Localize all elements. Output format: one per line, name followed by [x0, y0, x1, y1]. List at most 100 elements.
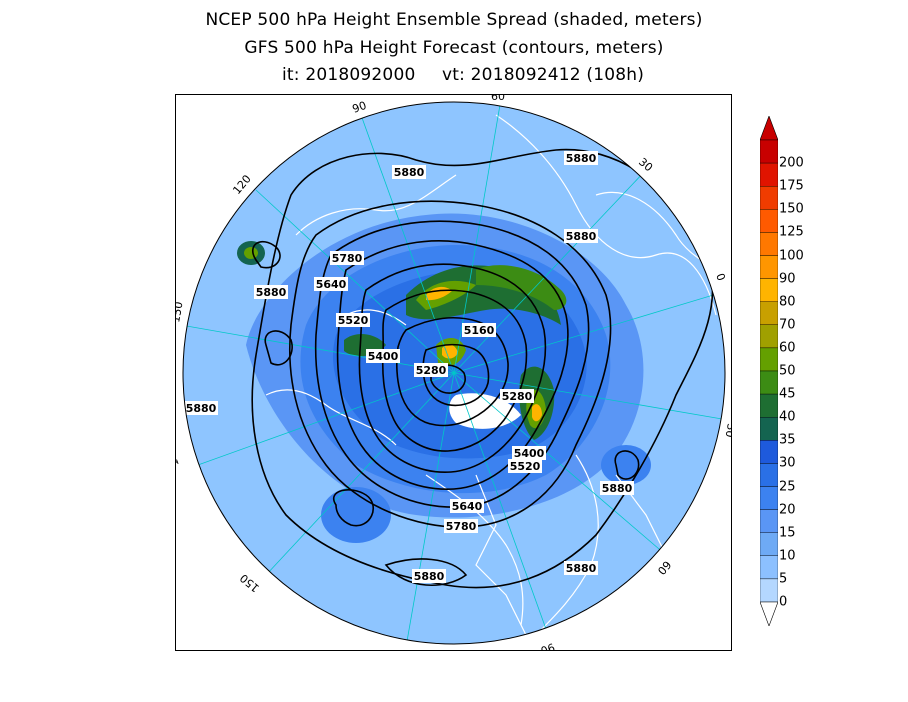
polar-map: 5880 5880 5880 5880 5880 5880 5880 5880 …	[176, 95, 732, 651]
colorbar-swatch	[760, 347, 778, 372]
colorbar-label: 80	[779, 294, 796, 310]
title-line-2: GFS 500 hPa Height Forecast (contours, m…	[244, 38, 664, 58]
colorbar-label: 125	[779, 224, 804, 240]
lon-label: 150	[176, 301, 186, 324]
colorbar-label: 60	[779, 340, 796, 356]
colorbar-label: 20	[779, 502, 796, 518]
lon-label: 120	[387, 648, 410, 651]
colorbar-swatch	[760, 162, 778, 187]
colorbar-label: 5	[779, 571, 788, 587]
contour-label: 5400	[366, 349, 400, 363]
contour-label: 5280	[414, 363, 448, 377]
svg-text:5160: 5160	[464, 324, 495, 337]
colorbar-top-arrow	[760, 116, 778, 141]
colorbar-label: 35	[779, 432, 796, 448]
contour-label-group: 5880 5880 5880 5880 5880 5880 5880 5880 …	[184, 151, 634, 583]
map-frame: 5880 5880 5880 5880 5880 5880 5880 5880 …	[175, 94, 732, 651]
colorbar-swatch	[760, 509, 778, 533]
contour-label: 5400	[512, 446, 546, 460]
colorbar-swatch	[760, 278, 778, 302]
svg-text:5400: 5400	[368, 350, 399, 363]
init-time: it: 2018092000	[282, 65, 416, 85]
contour-label: 5520	[336, 313, 370, 327]
graticule	[183, 102, 725, 644]
colorbar-label: 90	[779, 271, 796, 287]
svg-text:5400: 5400	[514, 447, 545, 460]
colorbar-swatch	[760, 393, 778, 418]
lon-label: 90	[351, 99, 369, 116]
colorbar-label: 175	[779, 178, 804, 194]
colorbar-label: 100	[779, 248, 804, 263]
contour-label: 5880	[392, 165, 426, 179]
svg-text:5520: 5520	[510, 460, 541, 473]
colorbar-bottom-arrow	[760, 601, 778, 626]
colorbar-swatch	[760, 232, 778, 256]
height-contours	[251, 148, 714, 589]
svg-text:5880: 5880	[256, 286, 287, 299]
svg-text:5880: 5880	[414, 570, 445, 583]
colorbar-label: 150	[779, 201, 804, 217]
contour-label: 5160	[462, 323, 496, 337]
colorbar-label: 200	[779, 155, 804, 171]
lon-label: 60	[655, 558, 674, 577]
colorbar-label: 40	[779, 409, 796, 425]
svg-text:5880: 5880	[566, 152, 597, 165]
colorbar-swatch	[760, 578, 778, 603]
contour-label: 5880	[184, 401, 218, 415]
contour-label: 5880	[600, 481, 634, 495]
contour-label: 5880	[564, 561, 598, 575]
colorbar-swatch	[760, 209, 778, 233]
colorbar-swatch	[760, 532, 778, 557]
svg-text:5880: 5880	[186, 402, 217, 415]
svg-text:5880: 5880	[602, 482, 633, 495]
contour-label: 5280	[500, 389, 534, 403]
contour-label: 5880	[254, 285, 288, 299]
svg-text:5520: 5520	[338, 314, 369, 327]
svg-text:5780: 5780	[446, 520, 477, 533]
colorbar	[760, 116, 778, 626]
colorbar-swatch	[760, 185, 778, 210]
contour-label: 5780	[330, 251, 364, 265]
contour-label: 5880	[564, 229, 598, 243]
colorbar-swatch	[760, 555, 778, 580]
title-line-1: NCEP 500 hPa Height Ensemble Spread (sha…	[205, 10, 703, 30]
colorbar-label: 30	[779, 455, 796, 471]
lon-label: 150	[237, 571, 261, 594]
lon-label: 60	[491, 95, 505, 103]
svg-text:5640: 5640	[316, 278, 347, 291]
colorbar-label: 10	[779, 548, 796, 564]
svg-text:5280: 5280	[502, 390, 533, 403]
colorbar-swatch	[760, 370, 778, 395]
colorbar-label: 15	[779, 525, 796, 541]
svg-text:5880: 5880	[566, 230, 597, 243]
colorbar-swatch	[760, 139, 778, 164]
lon-label: 30	[636, 155, 655, 174]
contour-label: 5780	[444, 519, 478, 533]
lon-label: 0	[713, 272, 728, 283]
lon-label: 30	[723, 422, 732, 438]
colorbar-swatch	[760, 255, 778, 279]
colorbar-label: 70	[779, 317, 796, 333]
colorbar-label: 50	[779, 363, 796, 379]
valid-time: vt: 2018092412 (108h)	[442, 65, 645, 85]
lon-label: 120	[230, 172, 253, 196]
colorbar-swatch	[760, 301, 778, 325]
colorbar-label: 45	[779, 386, 796, 402]
colorbar-swatch	[760, 463, 778, 487]
svg-text:5280: 5280	[416, 364, 447, 377]
colorbar-label: 0	[779, 594, 788, 610]
svg-text:5880: 5880	[394, 166, 425, 179]
contour-label: 5520	[508, 459, 542, 473]
map-boundary	[182, 101, 726, 645]
svg-text:5880: 5880	[566, 562, 597, 575]
svg-text:5780: 5780	[332, 252, 363, 265]
contour-label: 5640	[450, 499, 484, 513]
colorbar-swatch	[760, 440, 778, 464]
colorbar-swatch	[760, 417, 778, 441]
colorbar-swatch	[760, 486, 778, 510]
contour-label: 5880	[564, 151, 598, 165]
colorbar-label: 25	[779, 479, 796, 494]
contour-label: 5880	[412, 569, 446, 583]
lon-label: 90	[539, 640, 557, 651]
colorbar-swatch	[760, 324, 778, 349]
